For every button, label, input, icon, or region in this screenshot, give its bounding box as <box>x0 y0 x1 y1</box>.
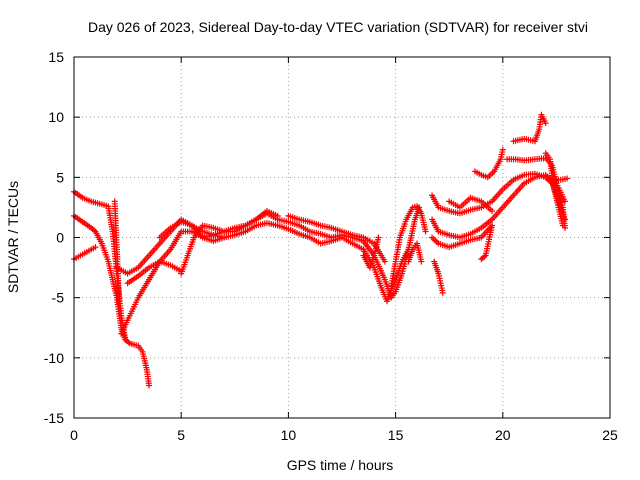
x-tick-label: 15 <box>388 427 404 443</box>
x-tick-label: 10 <box>281 427 297 443</box>
series-track-g <box>124 258 185 287</box>
data-point <box>381 258 388 265</box>
series-track-b <box>71 212 129 343</box>
data-point <box>489 208 496 215</box>
axis-ticks: 0 5 10 15 20 25 -15 -10 -5 0 5 10 15 <box>44 49 618 443</box>
data-point <box>92 244 99 251</box>
series-track-s <box>471 146 506 181</box>
y-tick-label: 15 <box>48 49 64 65</box>
x-axis-label: GPS time / hours <box>287 457 394 473</box>
plot-frame <box>73 56 611 419</box>
data-point <box>116 300 123 307</box>
data-points <box>71 111 571 389</box>
data-point <box>561 198 568 205</box>
x-tick-label: 5 <box>177 427 185 443</box>
y-tick-label: -15 <box>44 410 64 426</box>
data-point <box>422 228 429 235</box>
data-point <box>478 256 485 263</box>
series-track-w <box>553 175 571 183</box>
data-point <box>542 120 549 127</box>
series-track-n <box>429 170 568 223</box>
y-tick-label: 10 <box>48 109 64 125</box>
data-point <box>439 289 446 296</box>
chart-title: Day 026 of 2023, Sidereal Day-to-day VTE… <box>88 19 588 35</box>
data-point <box>564 175 571 182</box>
series-track-d <box>111 198 123 307</box>
data-point <box>122 336 129 343</box>
series-track-t <box>510 111 549 145</box>
data-point <box>418 258 425 265</box>
series-track-j <box>285 212 388 265</box>
series-track-o <box>429 171 568 241</box>
x-tick-label: 25 <box>602 427 618 443</box>
series-track-r <box>429 222 496 263</box>
series-track-q <box>446 194 496 215</box>
series-track-m <box>405 240 425 265</box>
series-track-v <box>542 150 566 229</box>
series-track-p <box>431 258 446 296</box>
y-axis-label: SDTVAR / TECUs <box>5 181 21 293</box>
y-tick-label: -5 <box>52 290 65 306</box>
data-point <box>499 146 506 153</box>
x-tick-label: 0 <box>70 427 78 443</box>
series-track-c <box>71 244 99 263</box>
series-track-i <box>178 208 281 277</box>
data-point <box>221 234 228 241</box>
series-track-k <box>360 234 382 271</box>
series-track-h <box>156 218 228 241</box>
y-tick-label: 0 <box>56 230 64 246</box>
series-track-l <box>388 203 429 289</box>
data-point <box>146 382 153 389</box>
data-point <box>559 222 566 229</box>
y-tick-label: 5 <box>56 169 64 185</box>
series-track-e <box>113 204 423 301</box>
series-track-a <box>71 188 153 389</box>
x-tick-label: 20 <box>495 427 511 443</box>
data-point <box>375 234 382 241</box>
data-point <box>274 212 281 219</box>
y-tick-label: -10 <box>44 350 64 366</box>
